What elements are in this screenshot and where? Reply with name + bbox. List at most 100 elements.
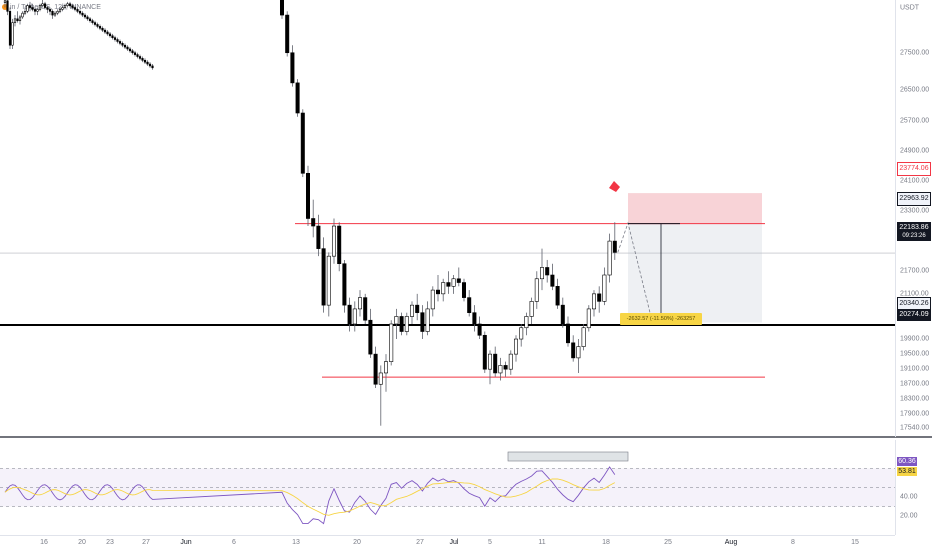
- price-tick: 21100.00: [900, 290, 929, 298]
- candle-body: [146, 61, 149, 65]
- candle-body: [347, 304, 352, 325]
- candle-body: [498, 365, 503, 374]
- candle-body: [128, 48, 132, 52]
- candle-body: [148, 63, 152, 67]
- candle-body: [138, 56, 142, 59]
- candle-body: [461, 282, 466, 298]
- candle-body: [581, 327, 586, 347]
- time-tick: 23: [106, 539, 114, 546]
- rsi-tick: 40.00: [900, 493, 918, 501]
- candle-body: [435, 289, 440, 295]
- candle-body: [305, 172, 310, 219]
- candle-body: [352, 308, 357, 325]
- candle-body: [576, 346, 581, 359]
- candle-body: [36, 9, 39, 12]
- candle-body: [48, 9, 52, 12]
- rsi-line: [4, 466, 616, 525]
- candle-body: [96, 24, 99, 27]
- candle-body: [118, 41, 122, 44]
- candle-body: [373, 353, 378, 385]
- price-tick: 18300.00: [900, 395, 930, 403]
- candle-body: [63, 5, 67, 8]
- candle-body: [106, 31, 109, 35]
- time-tick: 6: [232, 539, 236, 546]
- price-tick: 21700.00: [900, 267, 930, 275]
- time-tick: 20: [78, 539, 86, 546]
- candle-body: [53, 12, 57, 16]
- target-price-tag: 20340.26: [897, 297, 931, 311]
- candle-body: [136, 54, 139, 57]
- candle-body: [31, 7, 34, 10]
- candle-body: [545, 267, 550, 276]
- candle-body: [88, 18, 92, 22]
- candle-body: [103, 29, 107, 33]
- time-tick: 27: [416, 539, 424, 546]
- time-tick: 16: [40, 539, 48, 546]
- candle-body: [33, 9, 37, 12]
- candle-body: [425, 308, 430, 332]
- candle-body: [467, 297, 472, 313]
- rsi-value-tag: 60.36: [897, 457, 917, 466]
- candle-body: [389, 323, 394, 362]
- candle-body: [23, 11, 27, 14]
- candle-body: [16, 18, 19, 22]
- currency-label: USDT: [900, 4, 920, 12]
- stop-loss-zone: [628, 193, 762, 224]
- candle-body: [83, 14, 87, 18]
- candle-body: [126, 46, 129, 50]
- rsi-axis[interactable]: 40.00 20.00: [895, 440, 932, 535]
- candle-body: [555, 286, 560, 306]
- price-tick: 17900.00: [900, 410, 930, 418]
- price-tick: 24900.00: [900, 147, 930, 155]
- candle-body: [524, 316, 529, 329]
- candle-body: [285, 14, 290, 54]
- time-tick: Jun: [180, 539, 192, 546]
- symbol-legend-text: in / TetherUS, 12h, BINANCE: [10, 4, 101, 11]
- candle-body: [311, 218, 316, 227]
- candle-body: [133, 52, 137, 55]
- candle-body: [331, 225, 336, 257]
- candle-body: [337, 225, 342, 265]
- candle-body: [519, 327, 524, 340]
- candle-body: [26, 5, 29, 12]
- rsi-highlight-box: [507, 451, 629, 462]
- candle-body: [6, 0, 9, 12]
- candle-body: [290, 52, 295, 84]
- current-price-tag: 22183.86 09:23:26: [897, 222, 931, 241]
- rsi-ma-line: [4, 478, 616, 516]
- candle-body: [363, 297, 368, 321]
- candle-body: [316, 225, 321, 249]
- candle-body: [123, 44, 127, 48]
- candle-body: [43, 3, 47, 8]
- candle-body: [73, 7, 77, 10]
- time-tick: Aug: [724, 539, 738, 546]
- candle-body: [91, 20, 94, 23]
- candle-body: [56, 11, 59, 14]
- candle-body: [111, 35, 114, 38]
- candle-body: [13, 18, 17, 23]
- price-tick: 27500.00: [900, 49, 930, 57]
- candle-body: [383, 361, 388, 374]
- candle-body: [98, 26, 102, 29]
- candle-body: [28, 5, 32, 8]
- candle-body: [513, 338, 518, 355]
- candle-body: [399, 316, 404, 332]
- candle-body: [539, 267, 544, 280]
- candle-body: [409, 304, 414, 317]
- candle-body: [121, 43, 124, 46]
- projection-path: [617, 221, 651, 313]
- candle-body: [477, 323, 482, 336]
- sell-signal-icon: [609, 181, 620, 192]
- candle-body: [612, 240, 617, 253]
- candle-body: [141, 58, 144, 61]
- price-axis[interactable]: USDT 27500.00 26500.00 25700.00 24900.00 241…: [895, 0, 932, 437]
- candle-body: [420, 312, 425, 332]
- candle-body: [113, 37, 117, 40]
- candle-body: [456, 278, 461, 283]
- price-tick: 25700.00: [900, 117, 930, 125]
- candle-body: [534, 278, 539, 302]
- candle-body: [131, 50, 134, 54]
- time-axis[interactable]: 16 20 23 27 Jun 6 13 20 27 Jul 5 11 18 25 Aug 8 15: [0, 535, 895, 551]
